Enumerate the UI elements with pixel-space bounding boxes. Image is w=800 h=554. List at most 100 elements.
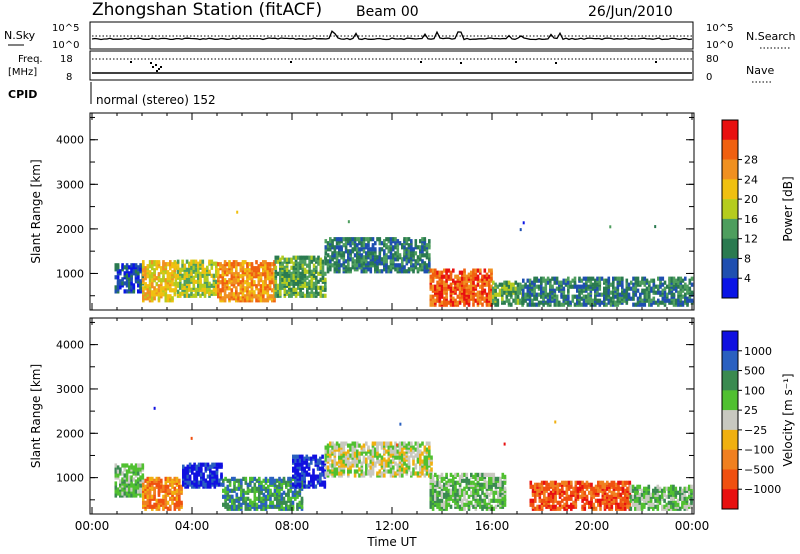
velocity-cell — [184, 466, 187, 471]
power-cell — [266, 284, 270, 289]
velocity-cell — [552, 494, 555, 499]
velocity-cell — [307, 472, 311, 477]
power-cell — [652, 296, 656, 301]
power-cell — [524, 282, 527, 287]
velocity-cell — [193, 462, 196, 467]
velocity-cell — [353, 469, 357, 474]
velocity-cell — [452, 498, 455, 503]
velocity-cell — [276, 484, 279, 489]
velocity-cell — [215, 474, 219, 479]
velocity-cell — [218, 462, 221, 467]
power-cell — [434, 298, 437, 303]
velocity-cell — [151, 476, 154, 481]
power-cell — [428, 257, 431, 262]
velocity-cell — [467, 478, 471, 483]
velocity-cell — [572, 500, 575, 505]
velocity-cell — [253, 502, 257, 507]
power-cell — [454, 274, 457, 279]
power-cell — [544, 290, 548, 295]
power-cell — [562, 302, 566, 307]
power-cell — [188, 283, 191, 288]
power-cell — [312, 281, 316, 286]
velocity-cell — [645, 494, 648, 499]
power-cell — [210, 289, 214, 294]
velocity-cell — [643, 498, 646, 503]
power-cell — [246, 296, 249, 301]
power-cell — [369, 237, 373, 242]
velocity-cell — [483, 472, 487, 477]
power-cell — [380, 257, 384, 262]
velocity-cell — [164, 480, 168, 485]
velocity-cell — [547, 482, 551, 487]
power-cell — [146, 296, 150, 301]
power-cell — [389, 265, 393, 270]
velocity-cell — [362, 443, 366, 448]
power-cell — [349, 243, 352, 248]
velocity-cell — [561, 480, 564, 485]
velocity-cell — [436, 498, 439, 503]
velocity-cell — [383, 449, 386, 454]
velocity-cell — [188, 462, 192, 467]
velocity-cell — [383, 473, 386, 478]
velocity-cell — [465, 490, 469, 495]
power-cell — [299, 279, 302, 284]
velocity-cell — [445, 502, 448, 507]
power-cell — [431, 284, 435, 289]
velocity-cell — [606, 492, 609, 497]
power-cell — [257, 276, 261, 281]
velocity-cell — [558, 506, 562, 511]
velocity-cell — [570, 480, 573, 485]
power-cell — [516, 294, 520, 299]
power-cell — [643, 294, 647, 299]
power-cell — [401, 257, 404, 262]
velocity-cell — [443, 504, 446, 509]
power-cell — [443, 268, 446, 273]
velocity-cell — [545, 486, 548, 491]
power-cell — [659, 276, 662, 281]
power-cell — [365, 255, 368, 260]
velocity-cell — [338, 471, 341, 476]
power-colorbar-frame — [721, 119, 739, 299]
power-cell — [174, 261, 178, 266]
power-cell — [374, 241, 377, 246]
power-cell — [201, 267, 205, 272]
power-cell — [255, 270, 258, 275]
power-cell — [221, 278, 225, 283]
power-cell — [389, 255, 393, 260]
power-region-0 — [114, 263, 145, 294]
power-cell — [410, 261, 413, 266]
power-cell — [144, 292, 147, 297]
power-cell — [317, 261, 320, 266]
velocity-cell — [488, 498, 491, 503]
power-cell — [542, 302, 545, 307]
velocity-cell — [545, 502, 548, 507]
power-cell — [582, 282, 586, 287]
power-cell — [383, 249, 386, 254]
velocity-cell — [683, 492, 687, 497]
power-cell — [558, 300, 561, 305]
power-cell — [344, 245, 348, 250]
velocity-cell — [301, 476, 304, 481]
velocity-cell — [371, 469, 375, 474]
power-cell — [297, 261, 300, 266]
power-cell — [160, 292, 163, 297]
power-cell — [553, 298, 557, 303]
power-cell — [447, 284, 451, 289]
velocity-cell — [503, 502, 507, 507]
power-cell — [394, 251, 397, 256]
velocity-cell — [554, 486, 557, 491]
velocity-cell — [389, 467, 393, 472]
power-cell — [281, 255, 284, 260]
power-cell — [294, 281, 298, 286]
velocity-cell — [356, 469, 359, 474]
velocity-cell — [338, 443, 341, 448]
power-cell — [166, 270, 170, 275]
power-cell — [329, 265, 332, 270]
power-cell — [303, 261, 307, 266]
velocity-cell — [398, 451, 402, 456]
power-cell — [396, 263, 400, 268]
velocity-cell — [114, 485, 118, 490]
velocity-cell — [458, 494, 462, 499]
power-cell — [668, 276, 671, 281]
velocity-cell — [294, 480, 297, 485]
